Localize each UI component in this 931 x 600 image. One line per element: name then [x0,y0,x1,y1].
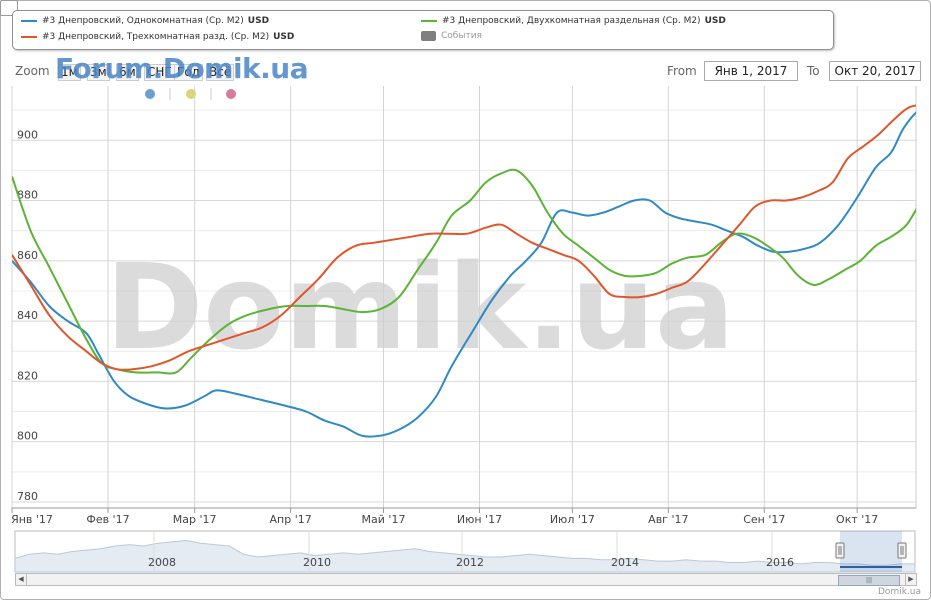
zoom-button-all[interactable]: Всё [206,64,235,81]
credit-link[interactable]: Domik.ua [878,587,921,597]
zoom-button-1m[interactable]: 1м [58,64,81,81]
x-tick-label: Янв '17 [11,513,53,526]
event-marker-dot [145,89,155,99]
navigator-selection [840,531,902,572]
y-tick-label: 780 [17,490,38,503]
navigator-year-label: 2008 [148,556,176,569]
legend-label-three-room: #3 Днепровский, Трехкомнатная разд. (Ср.… [42,32,270,42]
legend: #3 Днепровский, Однокомнатная (Ср. М2) U… [12,10,834,50]
domik-watermark: Domik.ua [105,238,734,376]
legend-label-two-room: #3 Днепровский, Двухкомнатная раздельная… [442,16,701,26]
legend-item-three-room[interactable]: #3 Днепровский, Трехкомнатная разд. (Ср.… [21,32,294,42]
series-line-two-room [12,168,916,375]
legend-swatch-three-room [21,36,37,38]
y-tick-label: 800 [17,430,38,443]
to-label: To [807,64,820,78]
event-marker-dot [186,89,196,99]
legend-unit-one-room: USD [247,16,270,26]
legend-item-two-room[interactable]: #3 Днепровский, Двухкомнатная раздельная… [421,16,726,26]
series-line-one-room [12,111,916,438]
to-date-input[interactable]: Окт 20, 2017 [829,61,921,81]
y-tick-label: 840 [17,309,38,322]
navigator-area [14,539,916,573]
zoom-button-year[interactable]: Год [174,64,203,81]
x-tick-label: Июн '17 [457,513,502,526]
y-tick-label: 820 [17,369,38,382]
x-tick-label: Июл '17 [550,513,595,526]
x-tick-label: Май '17 [362,513,406,526]
scrollbar-thumb[interactable]: ||| [838,575,900,586]
zoom-button-3m[interactable]: 3м [87,64,110,81]
legend-swatch-two-room [421,20,437,22]
y-tick-label: 880 [17,189,38,202]
legend-swatch-one-room [21,20,37,22]
zoom-button-6m[interactable]: 6м [116,64,139,81]
zoom-label: Zoom [15,64,50,78]
navigator-year-label: 2014 [611,556,639,569]
x-tick-label: Авг '17 [648,513,688,526]
legend-unit-two-room: USD [704,16,726,26]
scroll-left-arrow-icon[interactable]: ◀ [16,574,27,585]
y-tick-label: 860 [17,249,38,262]
from-date-input[interactable]: Янв 1, 2017 [704,61,798,81]
legend-item-events[interactable]: События [421,31,482,41]
legend-label-events: События [441,31,482,41]
navigator-year-label: 2016 [766,556,794,569]
legend-label-one-room: #3 Днепровский, Однокомнатная (Ср. М2) [42,16,244,26]
series-line-three-room [12,104,916,371]
x-tick-label: Мар '17 [173,513,217,526]
navigator-handle-right[interactable] [897,542,907,559]
x-tick-label: Сен '17 [743,513,785,526]
event-marker-dot [226,89,236,99]
navigator-year-label: 2012 [456,556,484,569]
navigator-scrollbar[interactable]: ◀ ||| ▶ [15,573,917,586]
scroll-right-arrow-icon[interactable]: ▶ [905,574,916,585]
legend-unit-three-room: USD [273,32,295,42]
legend-item-one-room[interactable]: #3 Днепровский, Однокомнатная (Ср. М2) U… [21,16,269,26]
x-tick-label: Фев '17 [86,513,129,526]
x-tick-label: Окт '17 [836,513,878,526]
forum-watermark: Forum.Domik.ua [55,52,309,85]
y-tick-label: 900 [17,128,38,141]
from-label: From [667,64,697,78]
navigator-year-label: 2010 [303,556,331,569]
events-swatch [421,31,436,41]
navigator-handle-left[interactable] [835,542,845,559]
x-tick-label: Апр '17 [270,513,312,526]
